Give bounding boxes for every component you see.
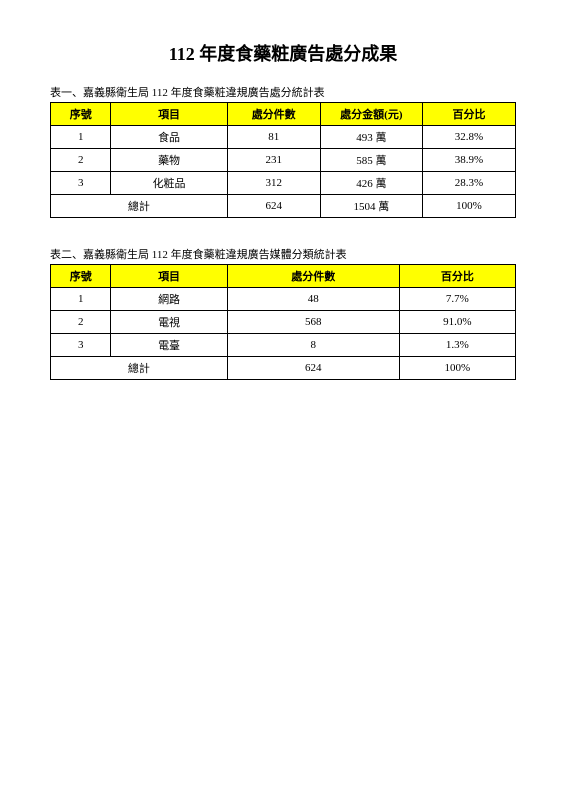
- table-cell: 電視: [111, 311, 227, 334]
- table-cell: 2: [51, 149, 111, 172]
- table-row: 3 電臺 8 1.3%: [51, 334, 516, 357]
- table-cell: 3: [51, 334, 111, 357]
- table2-header-cell: 項目: [111, 265, 227, 288]
- table-cell: 3: [51, 172, 111, 195]
- table-cell: 藥物: [111, 149, 227, 172]
- table1-caption: 表一、嘉義縣衛生局 112 年度食藥粧違規廣告處分統計表: [50, 84, 516, 100]
- table-cell: 32.8%: [422, 126, 515, 149]
- table-cell: 1504 萬: [320, 195, 422, 218]
- table2-header-cell: 百分比: [399, 265, 515, 288]
- table2-total-label: 總計: [51, 357, 228, 380]
- table-cell: 493 萬: [320, 126, 422, 149]
- table1-header-cell: 項目: [111, 103, 227, 126]
- table1-header-row: 序號 項目 處分件數 處分金額(元) 百分比: [51, 103, 516, 126]
- table-row: 1 網路 48 7.7%: [51, 288, 516, 311]
- table-cell: 28.3%: [422, 172, 515, 195]
- table-row: 3 化粧品 312 426 萬 28.3%: [51, 172, 516, 195]
- table-cell: 電臺: [111, 334, 227, 357]
- table-cell: 網路: [111, 288, 227, 311]
- table-cell: 231: [227, 149, 320, 172]
- table-cell: 81: [227, 126, 320, 149]
- table-cell: 91.0%: [399, 311, 515, 334]
- page-title: 112 年度食藥粧廣告處分成果: [50, 40, 516, 66]
- table2: 序號 項目 處分件數 百分比 1 網路 48 7.7% 2 電視 568 91.…: [50, 264, 516, 380]
- table-row: 2 電視 568 91.0%: [51, 311, 516, 334]
- table-cell: 1: [51, 288, 111, 311]
- table-cell: 1: [51, 126, 111, 149]
- table-row: 2 藥物 231 585 萬 38.9%: [51, 149, 516, 172]
- table-cell: 48: [227, 288, 399, 311]
- table-cell: 2: [51, 311, 111, 334]
- table-cell: 624: [227, 357, 399, 380]
- table1-header-cell: 處分件數: [227, 103, 320, 126]
- table2-header-cell: 處分件數: [227, 265, 399, 288]
- table-cell: 化粧品: [111, 172, 227, 195]
- table-cell: 100%: [399, 357, 515, 380]
- table2-header-row: 序號 項目 處分件數 百分比: [51, 265, 516, 288]
- table-cell: 1.3%: [399, 334, 515, 357]
- table-cell: 624: [227, 195, 320, 218]
- table-cell: 585 萬: [320, 149, 422, 172]
- table-cell: 8: [227, 334, 399, 357]
- table1: 序號 項目 處分件數 處分金額(元) 百分比 1 食品 81 493 萬 32.…: [50, 102, 516, 218]
- table-row: 1 食品 81 493 萬 32.8%: [51, 126, 516, 149]
- table1-header-cell: 序號: [51, 103, 111, 126]
- table2-caption: 表二、嘉義縣衛生局 112 年度食藥粧違規廣告媒體分類統計表: [50, 246, 516, 262]
- table1-total-label: 總計: [51, 195, 228, 218]
- table-cell: 38.9%: [422, 149, 515, 172]
- table-cell: 568: [227, 311, 399, 334]
- table-cell: 食品: [111, 126, 227, 149]
- table2-total-row: 總計 624 100%: [51, 357, 516, 380]
- table-cell: 7.7%: [399, 288, 515, 311]
- table-cell: 100%: [422, 195, 515, 218]
- table1-header-cell: 百分比: [422, 103, 515, 126]
- table1-total-row: 總計 624 1504 萬 100%: [51, 195, 516, 218]
- table-cell: 426 萬: [320, 172, 422, 195]
- table-cell: 312: [227, 172, 320, 195]
- table2-header-cell: 序號: [51, 265, 111, 288]
- table1-header-cell: 處分金額(元): [320, 103, 422, 126]
